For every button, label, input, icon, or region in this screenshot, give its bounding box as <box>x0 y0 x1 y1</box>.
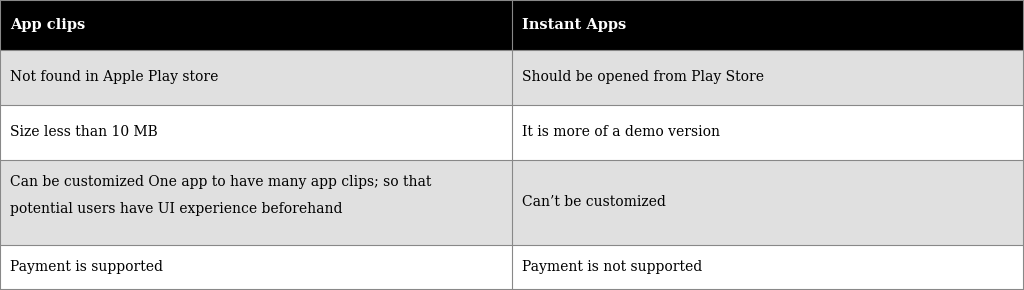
Text: Can be customized One app to have many app clips; so that
potential users have U: Can be customized One app to have many a… <box>10 175 431 217</box>
Text: Size less than 10 MB: Size less than 10 MB <box>10 126 158 139</box>
Bar <box>0 50 1024 105</box>
Bar <box>0 0 1024 50</box>
Bar <box>0 160 1024 245</box>
Text: Can’t be customized: Can’t be customized <box>522 195 666 209</box>
Text: Should be opened from Play Store: Should be opened from Play Store <box>522 70 764 84</box>
Text: It is more of a demo version: It is more of a demo version <box>522 126 720 139</box>
Text: Instant Apps: Instant Apps <box>522 18 627 32</box>
Text: Not found in Apple Play store: Not found in Apple Play store <box>10 70 218 84</box>
Text: App clips: App clips <box>10 18 85 32</box>
Text: Payment is supported: Payment is supported <box>10 260 163 275</box>
Bar <box>0 245 1024 290</box>
Text: Payment is not supported: Payment is not supported <box>522 260 702 275</box>
Bar <box>0 105 1024 160</box>
